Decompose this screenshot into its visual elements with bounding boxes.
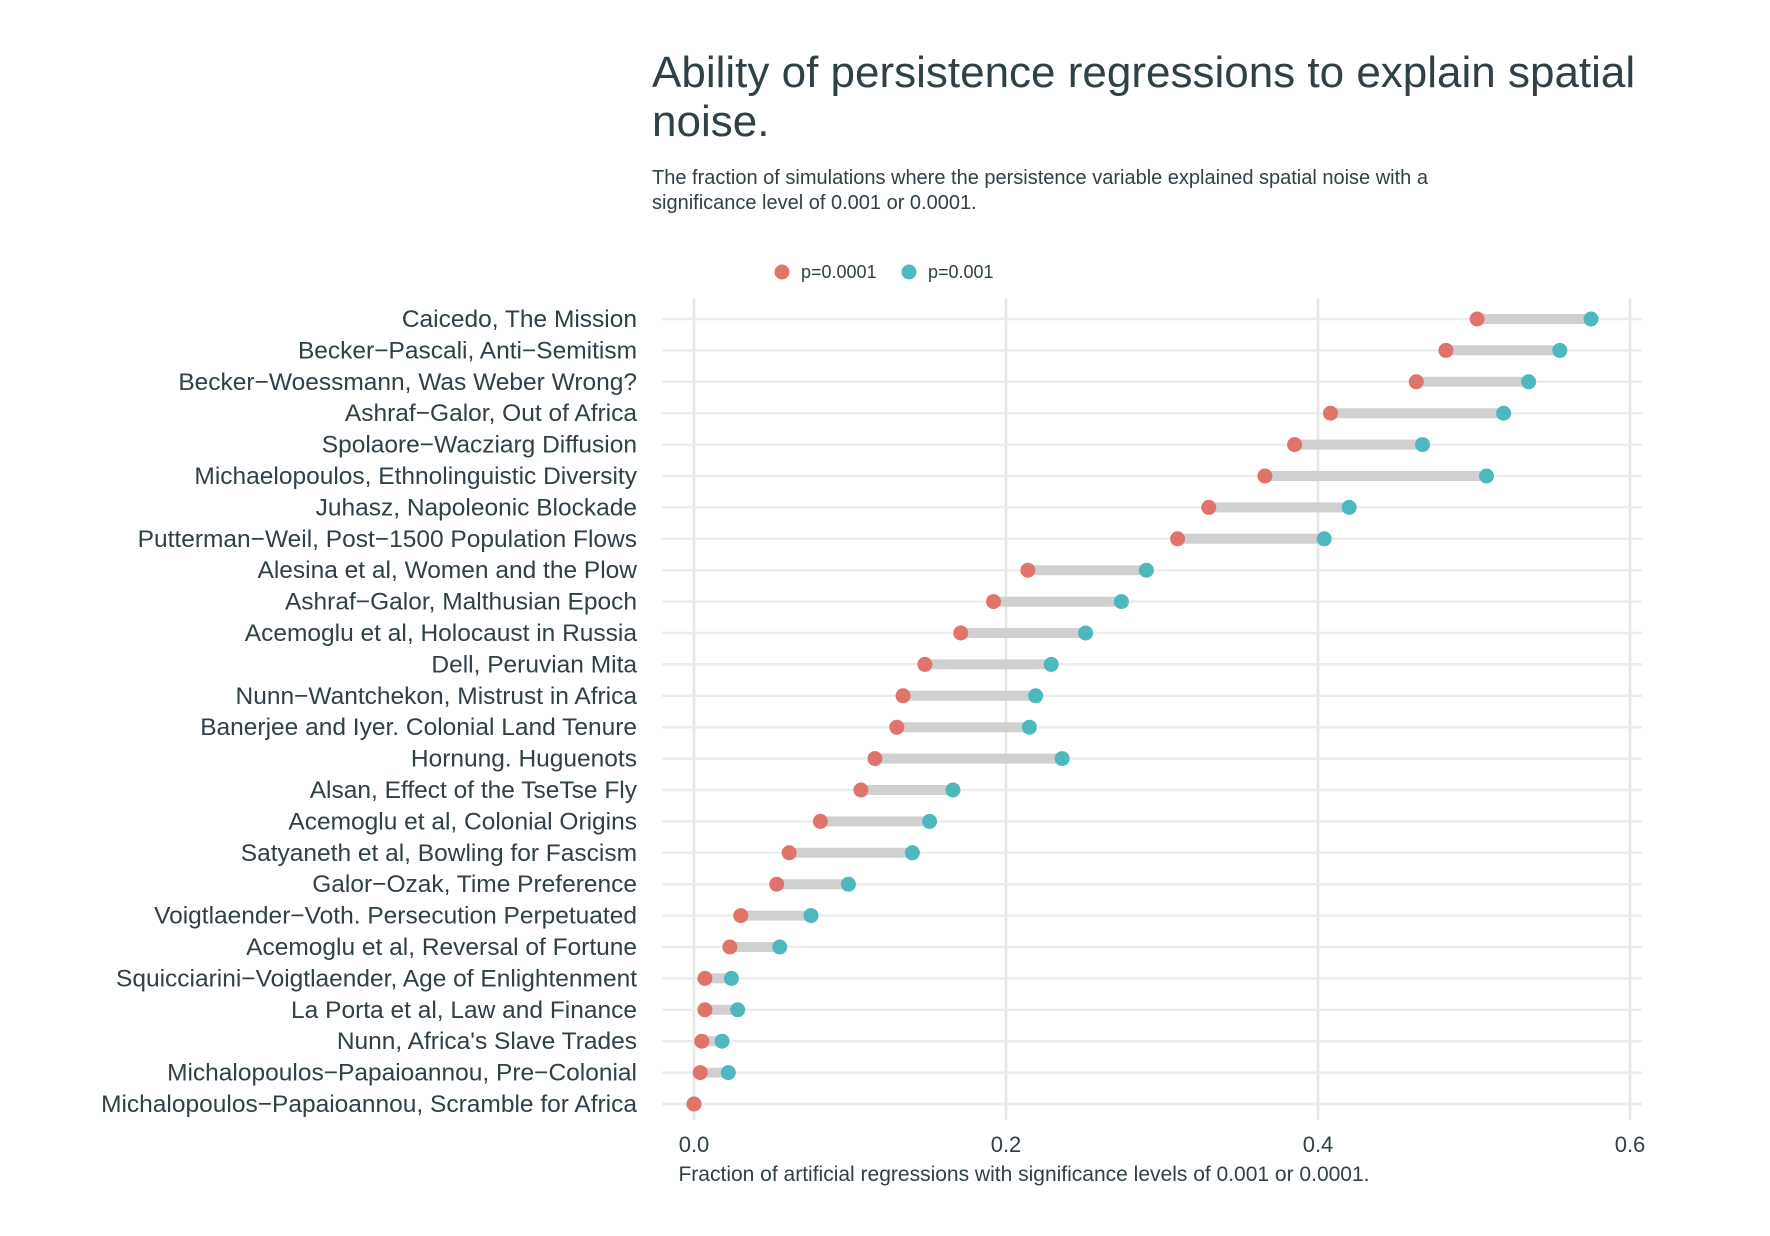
legend: p=0.0001 p=0.001 <box>774 262 994 282</box>
point-p001 <box>1415 437 1431 453</box>
point-p0001 <box>769 876 785 892</box>
x-axis-title: Fraction of artificial regressions with … <box>678 1163 1369 1186</box>
point-p0001 <box>953 625 969 641</box>
category-label: Nunn−Wantchekon, Mistrust in Africa <box>236 683 638 710</box>
category-label: Michaelopoulos, Ethnolinguistic Diversit… <box>194 463 637 490</box>
category-label: Ashraf−Galor, Malthusian Epoch <box>285 589 637 616</box>
point-p0001 <box>781 845 797 861</box>
category-label: La Porta et al, Law and Finance <box>291 997 637 1024</box>
category-labels: Caicedo, The Mission Becker−Pascali, Anti… <box>101 306 638 1118</box>
point-p0001 <box>1257 468 1273 484</box>
point-p0001 <box>686 1096 702 1112</box>
point-p0001 <box>1170 531 1186 547</box>
point-p0001 <box>1322 405 1338 421</box>
point-p0001 <box>694 1033 710 1049</box>
category-label: Juhasz, Napoleonic Blockade <box>316 494 637 521</box>
point-p001 <box>772 939 788 955</box>
category-label: Alesina et al, Women and the Plow <box>257 557 637 584</box>
point-p001 <box>1043 656 1059 672</box>
point-p001 <box>1478 468 1494 484</box>
point-p001 <box>714 1033 730 1049</box>
category-label: Dell, Peruvian Mita <box>431 651 637 678</box>
point-p001 <box>1078 625 1094 641</box>
point-p0001 <box>697 1002 713 1018</box>
point-p001 <box>945 782 961 798</box>
legend-marker-p001 <box>901 264 917 280</box>
point-p0001 <box>697 970 713 986</box>
category-label: Hornung. Huguenots <box>411 746 637 773</box>
category-label: Nunn, Africa's Slave Trades <box>337 1028 637 1055</box>
point-p001 <box>1521 374 1537 390</box>
category-label: Michalopoulos−Papaioannou, Scramble for … <box>101 1091 637 1118</box>
category-label: Becker−Pascali, Anti−Semitism <box>298 337 637 364</box>
chart-title: Ability of persistence regressions to ex… <box>652 48 1636 146</box>
point-p0001 <box>812 813 828 829</box>
category-label: Ashraf−Galor, Out of Africa <box>345 400 637 427</box>
category-label: Alsan, Effect of the TseTse Fly <box>310 777 638 804</box>
point-p001 <box>1583 311 1599 327</box>
legend-marker-p0001 <box>774 264 790 280</box>
point-p0001 <box>733 908 749 924</box>
category-label: Voigtlaender−Voth. Persecution Perpetuat… <box>154 903 637 930</box>
point-p0001 <box>1469 311 1485 327</box>
point-p001 <box>1552 342 1568 358</box>
category-label: Michalopoulos−Papaioannou, Pre−Colonial <box>167 1060 637 1087</box>
point-p001 <box>1113 594 1129 610</box>
point-p001 <box>803 908 819 924</box>
point-p001 <box>720 1065 736 1081</box>
category-label: Acemoglu et al, Holocaust in Russia <box>245 620 638 647</box>
point-p0001 <box>1287 437 1303 453</box>
legend-label-p001: p=0.001 <box>928 262 994 282</box>
x-tick-label: 0.4 <box>1303 1132 1334 1157</box>
point-p001 <box>730 1002 746 1018</box>
category-label: Satyaneth et al, Bowling for Fascism <box>241 840 637 867</box>
point-p001 <box>922 813 938 829</box>
point-p0001 <box>895 688 911 704</box>
point-p001 <box>1496 405 1512 421</box>
grid-layer <box>662 298 1642 1120</box>
point-p0001 <box>889 719 905 735</box>
category-label: Banerjee and Iyer. Colonial Land Tenure <box>200 714 637 741</box>
point-p0001 <box>692 1065 708 1081</box>
category-label: Putterman−Weil, Post−1500 Population Flo… <box>138 526 637 553</box>
category-label: Acemoglu et al, Reversal of Fortune <box>246 934 637 961</box>
point-p0001 <box>722 939 738 955</box>
connector-layer <box>700 314 1591 1078</box>
point-p001 <box>1316 531 1332 547</box>
point-layer <box>686 311 1599 1112</box>
category-label: Galor−Ozak, Time Preference <box>312 871 637 898</box>
point-p001 <box>1341 499 1357 515</box>
category-label: Caicedo, The Mission <box>402 306 637 333</box>
point-p0001 <box>853 782 869 798</box>
legend-label-p0001: p=0.0001 <box>801 262 877 282</box>
point-p001 <box>904 845 920 861</box>
category-label: Squicciarini−Voigtlaender, Age of Enligh… <box>116 965 637 992</box>
point-p001 <box>723 970 739 986</box>
point-p001 <box>1021 719 1037 735</box>
x-tick-label: 0.2 <box>991 1132 1022 1157</box>
point-p0001 <box>1408 374 1424 390</box>
point-p001 <box>840 876 856 892</box>
x-tick-labels: 0.0 0.2 0.4 0.6 <box>679 1132 1646 1157</box>
point-p001 <box>1138 562 1154 578</box>
point-p0001 <box>867 751 883 767</box>
point-p0001 <box>986 594 1002 610</box>
point-p001 <box>1054 751 1070 767</box>
point-p0001 <box>917 656 933 672</box>
category-label: Acemoglu et al, Colonial Origins <box>288 808 637 835</box>
x-tick-label: 0.0 <box>679 1132 710 1157</box>
category-label: Becker−Woessmann, Was Weber Wrong? <box>178 369 637 396</box>
x-tick-label: 0.6 <box>1615 1132 1646 1157</box>
point-p001 <box>1028 688 1044 704</box>
point-p0001 <box>1020 562 1036 578</box>
category-label: Spolaore−Wacziarg Diffusion <box>322 432 637 459</box>
point-p0001 <box>1438 342 1454 358</box>
point-p0001 <box>1201 499 1217 515</box>
chart-subtitle: The fraction of simulations where the pe… <box>652 167 1428 214</box>
